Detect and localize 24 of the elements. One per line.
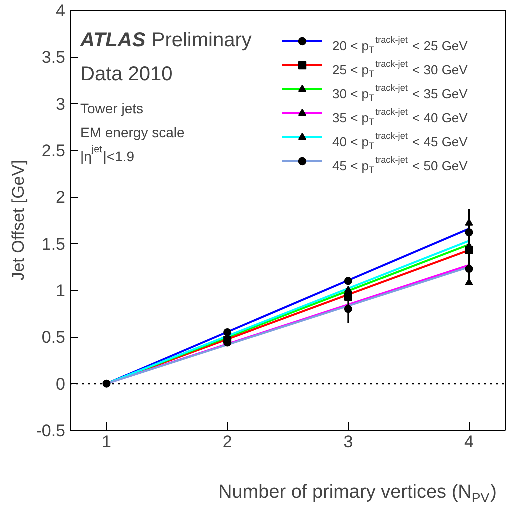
y-tick-label: 2 xyxy=(56,188,66,208)
y-tick-label: 0 xyxy=(56,374,66,394)
x-tick-label: 4 xyxy=(464,432,474,452)
x-tick-label: 3 xyxy=(344,432,354,452)
point xyxy=(344,286,352,294)
y-tick-label: -0.5 xyxy=(36,422,66,440)
y-tick-label: 1 xyxy=(56,282,66,300)
y-tick-label: 2.5 xyxy=(42,142,66,160)
x-tick-label: 2 xyxy=(222,432,232,452)
x-tick-label: 1 xyxy=(102,432,112,452)
y-tick-label: 0.5 xyxy=(42,328,66,348)
point xyxy=(102,380,111,388)
point xyxy=(344,277,352,286)
y-tick-label: 1.5 xyxy=(42,234,66,254)
annotation: Tower jets xyxy=(80,100,144,116)
point xyxy=(224,328,232,336)
y-tick-label: 3 xyxy=(56,94,66,114)
y-tick-label: 3.5 xyxy=(42,48,66,68)
y-axis-title: Jet Offset [GeV] xyxy=(9,160,28,281)
y-tick-label: 4 xyxy=(56,2,66,20)
annotation: ATLAS Preliminary xyxy=(80,30,252,52)
annotation: EM energy scale xyxy=(80,124,185,140)
point xyxy=(224,336,232,344)
annotation: Data 2010 xyxy=(80,64,173,86)
